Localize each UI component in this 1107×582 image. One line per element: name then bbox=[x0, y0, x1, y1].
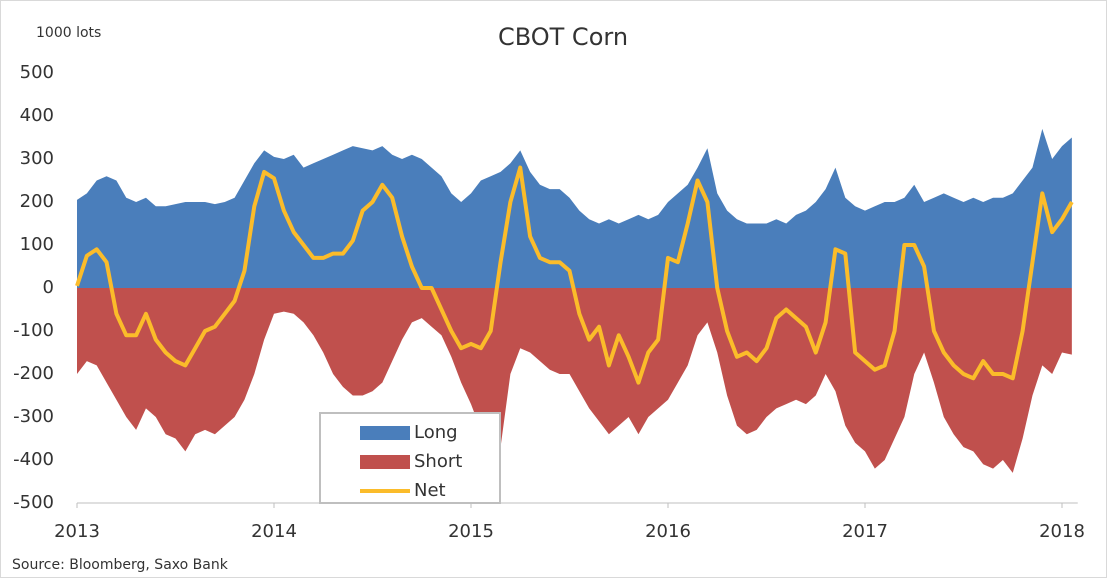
y-tick-label: -400 bbox=[13, 449, 54, 470]
y-tick-label: -200 bbox=[13, 363, 54, 384]
y-tick-label: 300 bbox=[20, 148, 54, 169]
y-tick-label: -500 bbox=[13, 492, 54, 513]
source-note: Source: Bloomberg, Saxo Bank bbox=[12, 557, 229, 573]
area-long bbox=[77, 128, 1072, 288]
y-tick-label: 400 bbox=[20, 105, 54, 126]
legend-swatch bbox=[360, 426, 410, 440]
legend-label: Short bbox=[414, 451, 462, 472]
y-tick-label: 0 bbox=[43, 277, 54, 298]
x-tick-label: 2015 bbox=[448, 521, 494, 542]
y-tick-label: 200 bbox=[20, 191, 54, 212]
chart-title: CBOT Corn bbox=[498, 23, 628, 51]
y-tick-label: 500 bbox=[20, 62, 54, 83]
y-tick-label: 100 bbox=[20, 234, 54, 255]
legend-swatch bbox=[360, 455, 410, 469]
line-net bbox=[75, 165, 1074, 385]
y-axis-label: 1000 lots bbox=[36, 25, 101, 41]
legend-label: Long bbox=[414, 422, 458, 443]
x-tick-label: 2018 bbox=[1039, 521, 1085, 542]
x-tick-label: 2014 bbox=[251, 521, 297, 542]
x-tick-label: 2017 bbox=[842, 521, 888, 542]
y-tick-label: -300 bbox=[13, 406, 54, 427]
x-tick-label: 2013 bbox=[54, 521, 100, 542]
y-tick-label: -100 bbox=[13, 320, 54, 341]
legend-label: Net bbox=[414, 480, 446, 501]
x-tick-label: 2016 bbox=[645, 521, 691, 542]
